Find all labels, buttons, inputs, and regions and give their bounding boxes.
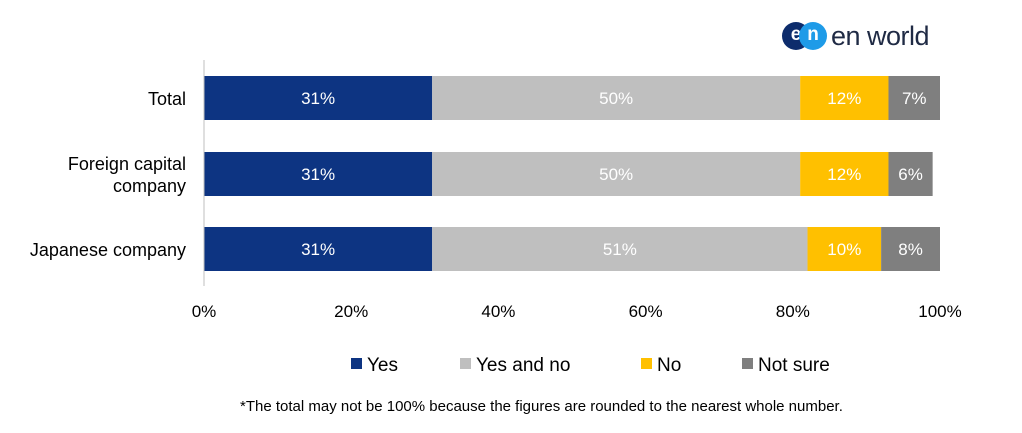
category-label: company bbox=[113, 176, 186, 196]
data-label: 6% bbox=[898, 165, 923, 184]
legend-swatch bbox=[641, 358, 652, 369]
legend-swatch bbox=[351, 358, 362, 369]
data-label: 10% bbox=[827, 240, 861, 259]
data-label: 12% bbox=[827, 165, 861, 184]
legend-label: Not sure bbox=[758, 355, 830, 376]
legend-label: No bbox=[657, 355, 681, 376]
x-tick-label: 20% bbox=[334, 302, 368, 321]
bar-segment bbox=[807, 227, 882, 271]
x-tick-label: 40% bbox=[481, 302, 515, 321]
enworld-logo-badge: e n bbox=[782, 21, 828, 51]
bar-segment bbox=[800, 152, 889, 196]
enworld-logo: e n en world bbox=[782, 20, 930, 52]
x-tick-label: 80% bbox=[776, 302, 810, 321]
x-tick-label: 60% bbox=[629, 302, 663, 321]
data-label: 8% bbox=[898, 240, 923, 259]
legend-swatch bbox=[460, 358, 471, 369]
bar-segment bbox=[881, 227, 940, 271]
legend-label: Yes and no bbox=[476, 355, 570, 376]
logo-text: en world bbox=[831, 20, 930, 51]
category-label: Japanese company bbox=[30, 240, 186, 260]
data-label: 12% bbox=[827, 89, 861, 108]
logo-circle-n: n bbox=[799, 22, 827, 50]
legend-swatch bbox=[742, 358, 753, 369]
bar-segment bbox=[800, 76, 889, 120]
bar-segment bbox=[432, 227, 808, 271]
bar-segment bbox=[204, 76, 433, 120]
data-label: 31% bbox=[301, 240, 335, 259]
bar-segment bbox=[888, 152, 933, 196]
x-tick-label: 100% bbox=[918, 302, 961, 321]
data-label: 7% bbox=[902, 89, 927, 108]
bar-segment bbox=[204, 227, 433, 271]
category-label: Foreign capital bbox=[68, 154, 186, 174]
legend-label: Yes bbox=[367, 355, 398, 376]
bar-segment bbox=[204, 152, 433, 196]
x-tick-label: 0% bbox=[192, 302, 217, 321]
bar-segment bbox=[888, 76, 940, 120]
data-label: 50% bbox=[599, 89, 633, 108]
bar-segment bbox=[432, 76, 801, 120]
data-label: 31% bbox=[301, 165, 335, 184]
data-label: 31% bbox=[301, 89, 335, 108]
bar-segment bbox=[432, 152, 801, 196]
data-label: 51% bbox=[603, 240, 637, 259]
category-label: Total bbox=[148, 89, 186, 109]
footnote: *The total may not be 100% because the f… bbox=[240, 398, 843, 415]
data-label: 50% bbox=[599, 165, 633, 184]
